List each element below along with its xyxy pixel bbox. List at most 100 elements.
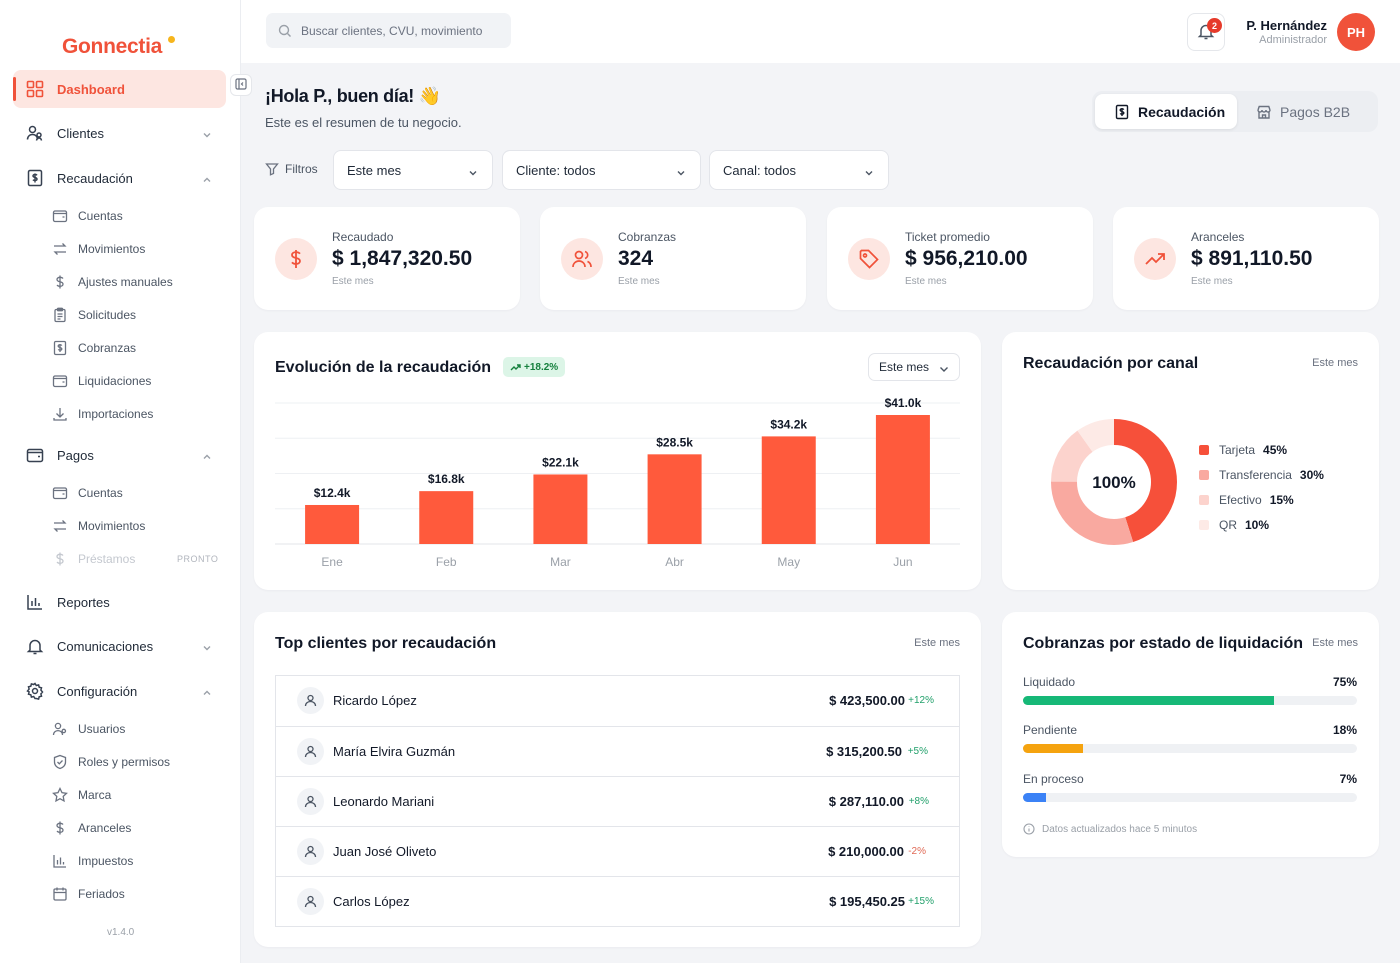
client-amount: $ 423,500.00 bbox=[829, 693, 905, 708]
filters-text: Filtros bbox=[285, 162, 318, 176]
client-delta: +15% bbox=[908, 896, 934, 907]
sidebar-subitem-movimientos[interactable]: Movimientos bbox=[52, 236, 232, 262]
kpi-value: $ 1,847,320.50 bbox=[332, 247, 473, 270]
table-row[interactable]: Ricardo López $ 423,500.00 +12% bbox=[276, 676, 959, 726]
sidebar-subitem-aranceles[interactable]: Aranceles bbox=[52, 815, 232, 841]
sidebar-collapse-button[interactable] bbox=[230, 74, 252, 96]
sidebar-subitem-importaciones[interactable]: Importaciones bbox=[52, 401, 232, 427]
dollar-icon bbox=[52, 820, 68, 836]
wallet-icon bbox=[52, 208, 68, 224]
sidebar-subitem-feriados[interactable]: Feriados bbox=[52, 881, 232, 907]
sidebar-item-dashboard[interactable]: Dashboard bbox=[13, 70, 226, 108]
sidebar-subitem-cobranzas[interactable]: Cobranzas bbox=[52, 335, 232, 361]
kpi-period: Este mes bbox=[618, 276, 660, 287]
client-name: Leonardo Mariani bbox=[333, 794, 435, 809]
sidebar-subitem-label: Préstamos bbox=[78, 552, 136, 566]
sidebar-subitem-solicitudes[interactable]: Solicitudes bbox=[52, 302, 232, 328]
bar-value-label: $12.4k bbox=[314, 486, 351, 500]
topbar: Buscar clientes, CVU, movimiento 2 P. He… bbox=[241, 0, 1400, 63]
donut-legend: Tarjeta 45% Transferencia 30% Efectivo 15% … bbox=[1199, 437, 1324, 537]
arrows-icon bbox=[52, 518, 68, 534]
channel-select[interactable]: Canal: todos bbox=[709, 150, 889, 190]
gear-icon bbox=[26, 682, 44, 700]
page-title: ¡Hola P., buen día! 👋 bbox=[265, 86, 441, 106]
chevron-up-icon[interactable] bbox=[202, 450, 212, 465]
sidebar-item-pagos[interactable]: Pagos bbox=[13, 436, 226, 474]
client-amount: $ 195,450.25 bbox=[829, 894, 905, 909]
bar[interactable] bbox=[419, 491, 474, 544]
sidebar-subitem-pagos-cuentas[interactable]: Cuentas bbox=[52, 480, 232, 506]
sidebar-item-label: Reportes bbox=[57, 594, 110, 610]
table-row[interactable]: Juan José Oliveto $ 210,000.00 -2% bbox=[276, 826, 959, 876]
bar[interactable] bbox=[533, 474, 588, 544]
donut-slice[interactable] bbox=[1051, 419, 1177, 545]
receipt-icon bbox=[1114, 104, 1130, 120]
sidebar-item-recaudacion[interactable]: Recaudación bbox=[13, 159, 226, 197]
sidebar-subitem-liquidaciones[interactable]: Liquidaciones bbox=[52, 368, 232, 394]
bar-value-label: $34.2k bbox=[770, 417, 807, 431]
table-row[interactable]: Leonardo Mariani $ 287,110.00 +8% bbox=[276, 776, 959, 826]
legend-swatch bbox=[1199, 519, 1209, 530]
search-input[interactable]: Buscar clientes, CVU, movimiento bbox=[266, 13, 511, 48]
bar-chart-icon bbox=[26, 593, 44, 611]
filters-label[interactable]: Filtros bbox=[265, 162, 318, 176]
sidebar-subitem-usuarios[interactable]: Usuarios bbox=[52, 716, 232, 742]
sidebar-subitem-roles[interactable]: Roles y permisos bbox=[52, 749, 232, 775]
progress-track bbox=[1023, 744, 1357, 753]
table-row[interactable]: Carlos López $ 195,450.25 +15% bbox=[276, 876, 959, 926]
chevron-up-icon[interactable] bbox=[202, 686, 212, 701]
progress-fill bbox=[1023, 744, 1084, 753]
liquidation-card: Cobranzas por estado de liquidación Este… bbox=[1002, 612, 1379, 857]
sidebar-subitem-label: Feriados bbox=[78, 887, 125, 901]
sidebar-subitem-pagos-movimientos[interactable]: Movimientos bbox=[52, 513, 232, 539]
users-icon bbox=[52, 721, 68, 737]
client-name: Juan José Oliveto bbox=[333, 844, 437, 859]
client-select[interactable]: Cliente: todos bbox=[502, 150, 701, 190]
avatar[interactable]: PH bbox=[1337, 13, 1375, 51]
kpi-card-ticket: Ticket promedio $ 956,210.00 Este mes bbox=[827, 207, 1093, 310]
x-tick-label: Feb bbox=[436, 555, 457, 569]
bar-value-label: $22.1k bbox=[542, 455, 579, 469]
chevron-down-icon[interactable] bbox=[202, 641, 212, 656]
tab-pagos-b2b[interactable]: Pagos B2B bbox=[1244, 94, 1374, 129]
app-version: v1.4.0 bbox=[107, 927, 135, 938]
status-label: En proceso bbox=[1023, 772, 1084, 786]
trending-up-icon bbox=[1134, 238, 1176, 280]
wallet-icon bbox=[52, 485, 68, 501]
sidebar-item-comunicaciones[interactable]: Comunicaciones bbox=[13, 627, 226, 665]
logo-dot bbox=[168, 36, 175, 43]
sidebar-item-configuracion[interactable]: Configuración bbox=[13, 672, 226, 710]
notifications-button[interactable]: 2 bbox=[1187, 13, 1225, 51]
bar[interactable] bbox=[761, 436, 816, 544]
client-name: María Elvira Guzmán bbox=[333, 744, 456, 759]
sidebar-subitem-cuentas[interactable]: Cuentas bbox=[52, 203, 232, 229]
period-select-value: Este mes bbox=[347, 162, 402, 178]
chevron-up-icon[interactable] bbox=[202, 173, 212, 188]
filter-icon bbox=[265, 162, 279, 176]
tab-recaudacion[interactable]: Recaudación bbox=[1095, 94, 1237, 129]
bar[interactable] bbox=[305, 504, 360, 544]
sidebar-item-clientes[interactable]: Clientes bbox=[13, 114, 226, 152]
kpi-label: Recaudado bbox=[332, 230, 394, 244]
chevron-down-icon bbox=[676, 166, 686, 181]
evolution-period-select[interactable]: Este mes bbox=[867, 353, 960, 381]
bar[interactable] bbox=[875, 415, 930, 544]
period-select[interactable]: Este mes bbox=[333, 150, 493, 190]
chevron-down-icon[interactable] bbox=[202, 128, 212, 143]
bar[interactable] bbox=[647, 454, 702, 544]
update-note: Datos actualizados hace 5 minutos bbox=[1023, 823, 1197, 835]
user-role: Administrador bbox=[1259, 34, 1327, 46]
sidebar-item-reportes[interactable]: Reportes bbox=[13, 583, 226, 621]
legend-label: Transferencia bbox=[1219, 467, 1292, 482]
sidebar-subitem-ajustes[interactable]: Ajustes manuales bbox=[52, 269, 232, 295]
donut-slice[interactable] bbox=[1051, 419, 1177, 545]
sidebar-subitem-impuestos[interactable]: Impuestos bbox=[52, 848, 232, 874]
client-delta: +5% bbox=[907, 746, 928, 757]
search-icon bbox=[278, 24, 292, 38]
sidebar-subitem-marca[interactable]: Marca bbox=[52, 782, 232, 808]
progress-track bbox=[1023, 793, 1357, 802]
users-icon bbox=[561, 238, 603, 280]
table-row[interactable]: María Elvira Guzmán $ 315,200.50 +5% bbox=[276, 726, 959, 776]
brand-logo[interactable]: Gonnectia bbox=[62, 35, 162, 58]
clipboard-icon bbox=[52, 307, 68, 323]
